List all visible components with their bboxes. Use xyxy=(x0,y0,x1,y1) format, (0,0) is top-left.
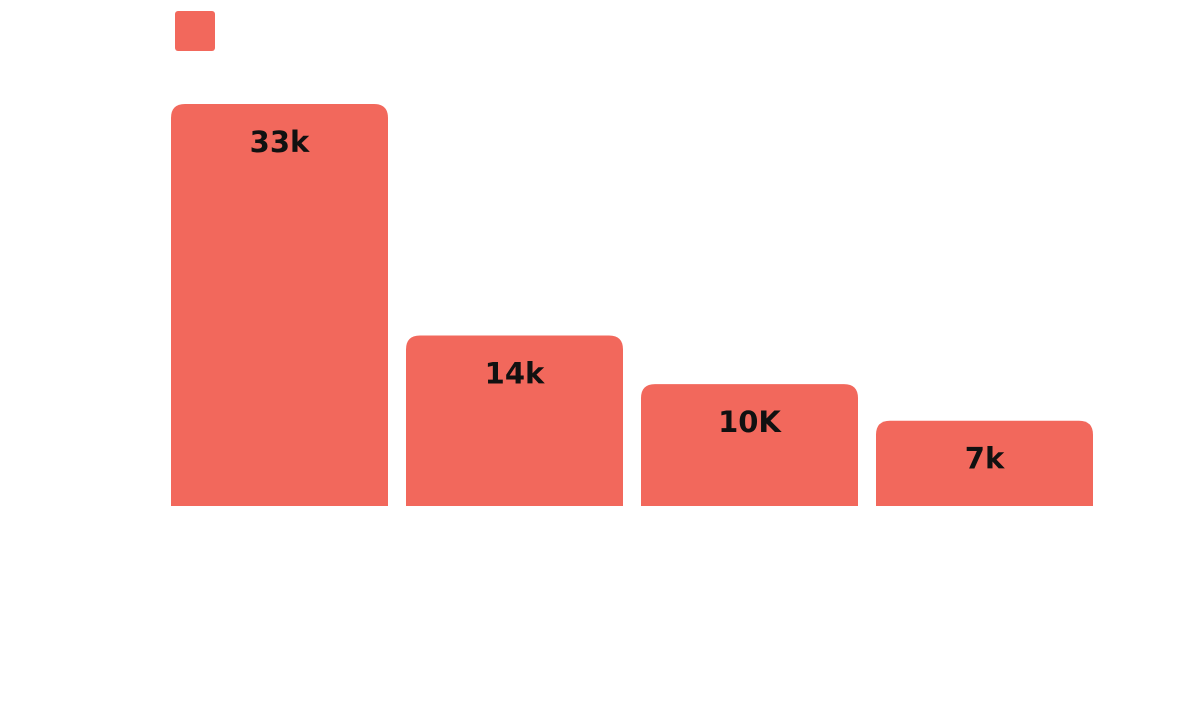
bar-value-label-3: 10K xyxy=(718,405,782,439)
bar-4 xyxy=(876,420,1093,506)
bar-value-label-1: 33k xyxy=(250,125,310,159)
legend-swatch xyxy=(175,11,215,51)
bar-3 xyxy=(641,384,858,506)
legend xyxy=(175,11,215,51)
bar-1 xyxy=(171,104,388,506)
bar-value-label-4: 7k xyxy=(965,442,1005,476)
bar-value-label-2: 14k xyxy=(485,356,545,390)
bar-2 xyxy=(406,335,623,506)
bars xyxy=(171,104,1093,506)
data-labels: 33k 14k 10K 7k xyxy=(250,125,1005,476)
